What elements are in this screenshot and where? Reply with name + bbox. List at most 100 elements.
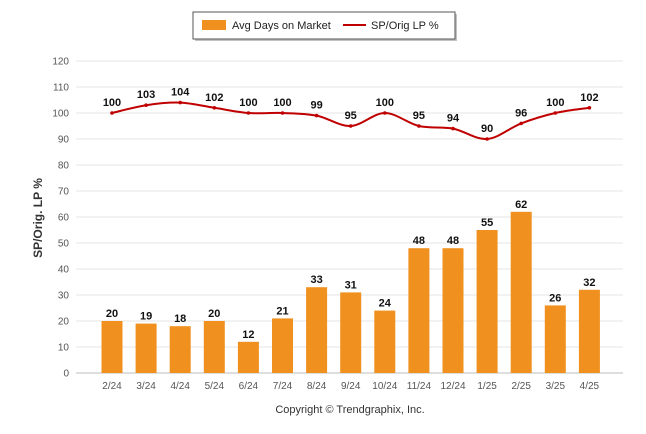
bar-value-label: 26 <box>549 292 561 304</box>
line-value-label: 104 <box>171 87 190 99</box>
x-tick-label: 8/24 <box>307 381 327 392</box>
line-value-label: 100 <box>273 97 291 109</box>
bar <box>203 321 225 373</box>
line-value-label: 95 <box>345 110 357 122</box>
bar <box>476 230 498 373</box>
line-point <box>178 100 182 105</box>
y-tick-label: 40 <box>58 265 70 276</box>
bar-value-label: 62 <box>515 199 527 211</box>
bar-value-label: 55 <box>481 217 493 229</box>
y-tick-label: 30 <box>58 291 70 302</box>
x-tick-label: 9/24 <box>341 381 361 392</box>
bar <box>408 248 430 373</box>
line-value-label: 102 <box>205 92 223 104</box>
line-value-label: 96 <box>515 107 527 119</box>
copyright-footer: Copyright © Trendgraphix, Inc. <box>275 404 424 416</box>
y-tick-label: 0 <box>63 369 69 380</box>
bar <box>135 323 157 373</box>
y-tick-label: 70 <box>58 187 70 198</box>
bar-value-label: 48 <box>447 235 459 247</box>
bar-value-label: 18 <box>174 313 186 325</box>
x-tick-label: 10/24 <box>372 381 397 392</box>
x-tick-label: 4/24 <box>170 381 190 392</box>
gridlines <box>76 60 623 374</box>
y-tick-label: 110 <box>53 83 69 94</box>
y-tick-label: 50 <box>58 239 70 250</box>
x-tick-label: 6/24 <box>239 381 259 392</box>
line-value-label: 103 <box>137 89 155 101</box>
x-tick-label: 12/24 <box>440 381 465 392</box>
line-value-label: 94 <box>447 113 460 125</box>
legend: Avg Days on Market SP/Orig LP % <box>192 11 457 41</box>
bar <box>510 211 532 373</box>
line-point <box>314 113 319 118</box>
bar <box>442 248 464 373</box>
y-tick-label: 120 <box>52 57 69 68</box>
line-series <box>110 100 592 141</box>
line-point <box>451 126 455 131</box>
line-point <box>485 137 489 141</box>
x-tick-label: 1/25 <box>477 381 497 392</box>
line-value-label: 100 <box>239 97 257 109</box>
line-value-labels: 100 103 104 102 100 100 99 95 100 95 94 90 96 100 102 <box>103 87 599 135</box>
bar-value-label: 20 <box>208 308 220 320</box>
bar-value-label: 12 <box>242 329 254 341</box>
line-point <box>417 124 421 128</box>
bar <box>340 292 362 373</box>
line-value-label: 100 <box>103 97 121 109</box>
y-tick-label: 60 <box>58 213 70 224</box>
bar <box>272 318 293 373</box>
bar-value-label: 33 <box>310 274 322 286</box>
line-value-label: 102 <box>580 92 598 104</box>
bar-value-label: 20 <box>106 308 118 320</box>
x-axis-ticks: 2/24 3/24 4/24 5/24 6/24 7/24 8/24 9/24 10/24 11/… <box>102 381 599 392</box>
line-value-label: 99 <box>310 100 322 112</box>
x-tick-label: 7/24 <box>273 381 293 392</box>
bar <box>544 305 566 373</box>
y-axis-ticks: 0 10 20 30 40 50 60 70 80 90 100 110 120 <box>52 57 69 380</box>
line-value-label: 100 <box>546 97 564 109</box>
x-tick-label: 3/25 <box>546 381 566 392</box>
line-point <box>348 124 353 128</box>
line-point <box>383 111 387 115</box>
x-tick-label: 2/25 <box>511 381 531 392</box>
legend-swatch-bar <box>202 20 226 30</box>
y-tick-label: 100 <box>52 109 69 120</box>
y-tick-label: 80 <box>58 161 70 172</box>
bar-series <box>101 211 600 373</box>
bar <box>578 289 600 373</box>
x-tick-label: 4/25 <box>580 381 600 392</box>
line-point <box>280 111 285 115</box>
bar <box>306 287 328 373</box>
line-point <box>144 103 148 107</box>
y-tick-label: 10 <box>58 343 70 354</box>
line-point <box>587 106 592 110</box>
bar <box>237 341 259 373</box>
legend-label-line: SP/Orig LP % <box>371 20 439 32</box>
bar <box>374 310 396 373</box>
bar-value-label: 19 <box>140 311 152 323</box>
y-tick-label: 90 <box>58 135 70 146</box>
line-point <box>553 111 558 115</box>
line-point <box>519 121 523 126</box>
x-tick-label: 5/24 <box>205 381 225 392</box>
bar-value-label: 24 <box>379 298 392 310</box>
line-point <box>212 106 217 110</box>
x-tick-label: 11/24 <box>407 381 432 392</box>
y-axis-label: SP/Orig. LP % <box>31 178 45 258</box>
line-value-label: 90 <box>481 123 493 135</box>
line-value-label: 95 <box>413 110 425 122</box>
line-value-label: 100 <box>376 97 394 109</box>
bar-value-labels: 20 19 18 20 12 21 33 31 24 48 48 55 62 26 32 <box>106 199 596 341</box>
line-point <box>110 111 114 115</box>
y-tick-label: 20 <box>58 317 70 328</box>
bar <box>101 321 123 373</box>
x-tick-label: 2/24 <box>102 381 122 392</box>
bar-value-label: 31 <box>345 279 357 291</box>
bar-value-label: 32 <box>583 277 595 289</box>
legend-label-bar: Avg Days on Market <box>232 20 331 32</box>
bar-value-label: 21 <box>276 305 288 317</box>
line-point <box>246 111 251 115</box>
x-tick-label: 3/24 <box>136 381 156 392</box>
